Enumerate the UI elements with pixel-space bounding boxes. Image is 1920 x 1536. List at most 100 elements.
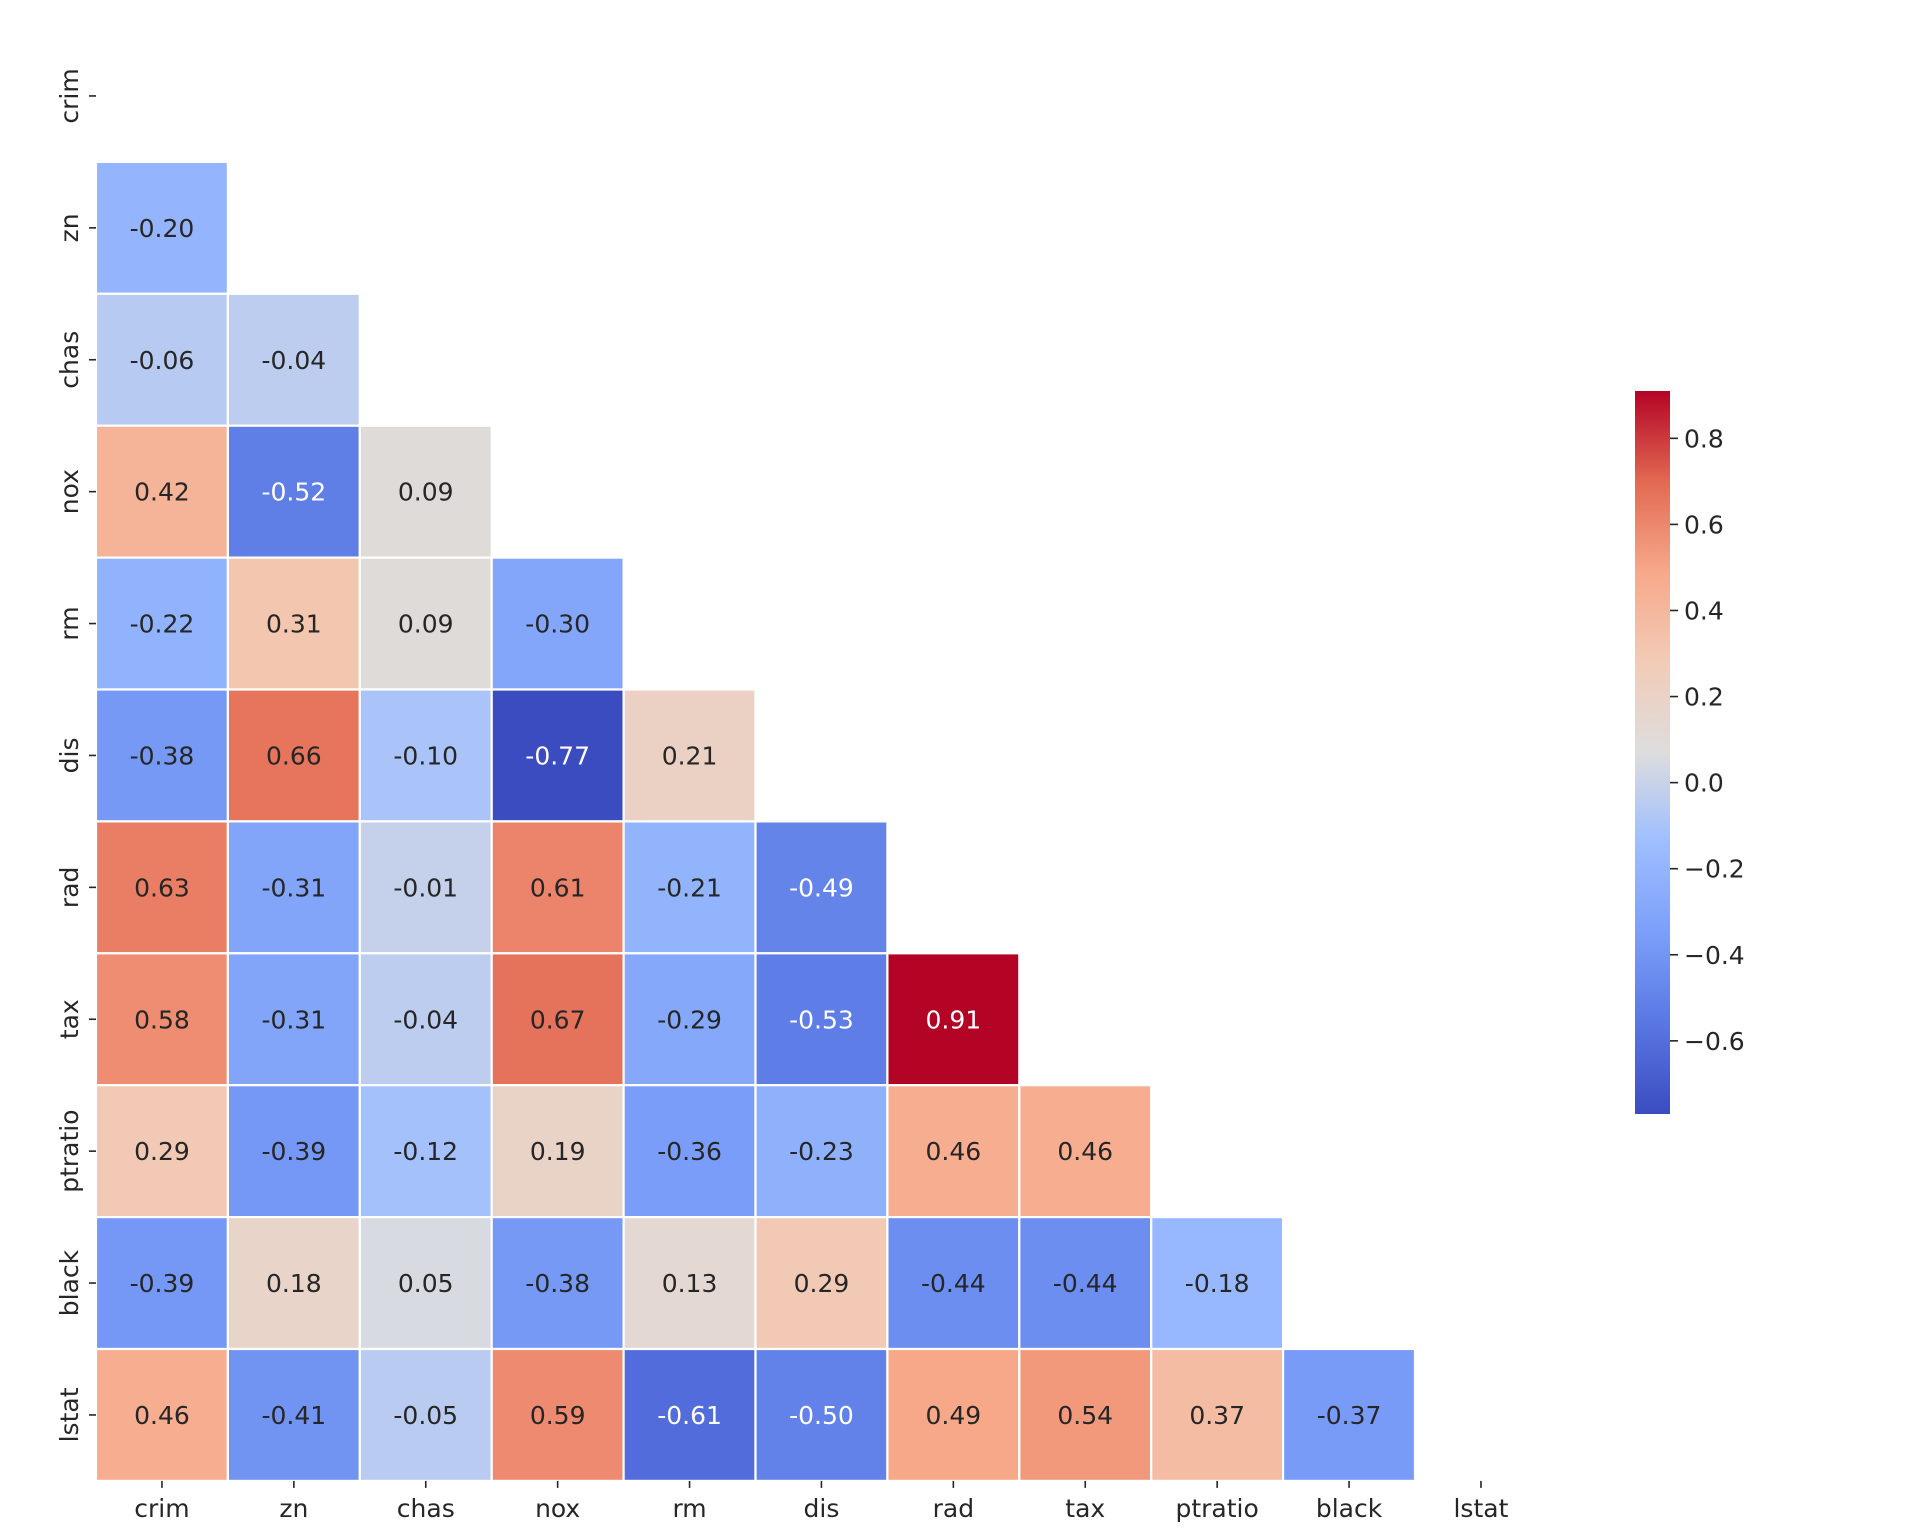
cell-value-label: 0.58: [134, 1005, 190, 1034]
cell-value-label: -0.37: [1317, 1401, 1382, 1430]
cell-value-label: -0.50: [789, 1401, 854, 1430]
cell-rect: [226, 556, 361, 691]
heatmap-cell: -0.52: [226, 424, 361, 559]
heatmap-cell: -0.18: [1150, 1215, 1285, 1351]
cell-value-label: 0.19: [530, 1137, 586, 1166]
cell-value-label: 0.54: [1057, 1401, 1113, 1430]
heatmap-cell: -0.30: [490, 556, 625, 691]
heatmap-cell: -0.61: [622, 1347, 757, 1482]
cell-value-label: -0.39: [130, 1269, 195, 1298]
cell-value-label: -0.52: [262, 478, 327, 507]
cell-value-label: -0.31: [262, 873, 327, 902]
cell-value-label: -0.31: [262, 1005, 327, 1034]
y-tick-label: ptratio: [55, 1109, 84, 1192]
cell-rect: [1150, 1215, 1285, 1351]
cell-rect: [358, 1084, 493, 1219]
heatmap-cell: -0.04: [358, 952, 493, 1087]
y-tick-label: dis: [55, 738, 84, 774]
heatmap-cell: 0.21: [622, 688, 757, 823]
cell-value-label: 0.37: [1189, 1401, 1245, 1430]
heatmap-cell: 0.13: [622, 1215, 757, 1351]
x-tick-label: nox: [535, 1494, 580, 1523]
colorbar-tick-label: 0.4: [1684, 596, 1724, 625]
cell-rect: [754, 1347, 889, 1482]
cell-rect: [94, 1215, 229, 1351]
colorbar-tick-label: 0.2: [1684, 683, 1724, 712]
cell-value-label: 0.66: [266, 741, 322, 770]
cell-value-label: -0.01: [393, 873, 458, 902]
cell-value-label: -0.29: [657, 1005, 722, 1034]
cell-value-label: -0.61: [657, 1401, 722, 1430]
cell-value-label: -0.38: [525, 1269, 590, 1298]
cell-value-label: -0.10: [393, 741, 458, 770]
heatmap-cell: -0.44: [886, 1215, 1021, 1351]
heatmap-cell: -0.44: [1018, 1215, 1153, 1351]
cell-value-label: -0.18: [1185, 1269, 1250, 1298]
heatmap-cell: 0.54: [1018, 1347, 1153, 1482]
y-tick-label: tax: [55, 999, 84, 1039]
cell-rect: [1281, 1347, 1417, 1482]
heatmap-cell: -0.21: [622, 820, 757, 955]
cell-value-label: 0.29: [134, 1137, 190, 1166]
heatmap-cell: -0.06: [94, 292, 229, 427]
colorbar-tick-label: −0.6: [1684, 1027, 1745, 1056]
cell-rect: [94, 952, 229, 1087]
cell-value-label: 0.46: [134, 1401, 190, 1430]
x-tick-label: ptratio: [1175, 1494, 1258, 1523]
cell-value-label: 0.18: [266, 1269, 322, 1298]
cell-rect: [490, 820, 625, 955]
cell-rect: [226, 688, 361, 823]
heatmap-cell: 0.29: [754, 1215, 889, 1351]
cell-rect: [358, 424, 493, 559]
cell-rect: [490, 688, 625, 823]
cell-value-label: -0.20: [130, 214, 195, 243]
heatmap-cell: -0.37: [1281, 1347, 1417, 1482]
cell-rect: [490, 1347, 625, 1482]
cell-value-label: 0.59: [530, 1401, 586, 1430]
heatmap-cell: -0.36: [622, 1084, 757, 1219]
x-axis: crim zn chas nox rm dis rad tax ptratio black lsta…: [134, 1480, 1509, 1523]
heatmap-cell: 0.66: [226, 688, 361, 823]
cell-value-label: -0.04: [262, 346, 327, 375]
cell-rect: [226, 952, 361, 1087]
cell-value-label: 0.29: [794, 1269, 850, 1298]
heatmap-cell: -0.41: [226, 1347, 361, 1482]
heatmap-cell: 0.61: [490, 820, 625, 955]
heatmap-cell: -0.01: [358, 820, 493, 955]
y-tick-label: chas: [55, 331, 84, 389]
cell-rect: [358, 820, 493, 955]
cell-value-label: 0.21: [662, 741, 718, 770]
heatmap-cell: 0.59: [490, 1347, 625, 1482]
heatmap-cell: 0.19: [490, 1084, 625, 1219]
y-axis: crim zn chas nox rm dis rad tax ptratio black lsta…: [55, 68, 96, 1442]
cell-value-label: -0.53: [789, 1005, 854, 1034]
cell-value-label: -0.41: [262, 1401, 327, 1430]
cell-rect: [94, 292, 229, 427]
y-tick-label: lstat: [55, 1387, 84, 1442]
y-tick-label: rad: [55, 867, 84, 908]
x-tick-label: dis: [804, 1494, 840, 1523]
x-tick-label: rm: [672, 1494, 706, 1523]
x-tick-label: zn: [279, 1494, 308, 1523]
colorbar-tick-label: 0.8: [1684, 424, 1724, 453]
cell-value-label: 0.63: [134, 873, 190, 902]
heatmap-cells: -0.20 -0.06 -0.04 0.42 -0.52 0.09 -0.22 0.31 0.0…: [94, 160, 1417, 1482]
cell-value-label: 0.91: [926, 1005, 982, 1034]
heatmap-cell: -0.39: [226, 1084, 361, 1219]
cell-value-label: -0.44: [921, 1269, 986, 1298]
cell-value-label: -0.38: [130, 741, 195, 770]
cell-rect: [754, 952, 889, 1087]
heatmap-cell: 0.42: [94, 424, 229, 559]
colorbar-tick-label: −0.2: [1684, 855, 1745, 884]
heatmap-cell: -0.29: [622, 952, 757, 1087]
cell-value-label: 0.46: [926, 1137, 982, 1166]
colorbar-tick-label: 0.0: [1684, 769, 1724, 798]
cell-value-label: -0.22: [130, 610, 195, 639]
cell-value-label: 0.05: [398, 1269, 454, 1298]
cell-value-label: -0.06: [130, 346, 195, 375]
cell-value-label: 0.13: [662, 1269, 718, 1298]
x-tick-label: lstat: [1453, 1494, 1508, 1523]
heatmap-cell: -0.38: [94, 688, 229, 823]
cell-rect: [1018, 1347, 1153, 1482]
